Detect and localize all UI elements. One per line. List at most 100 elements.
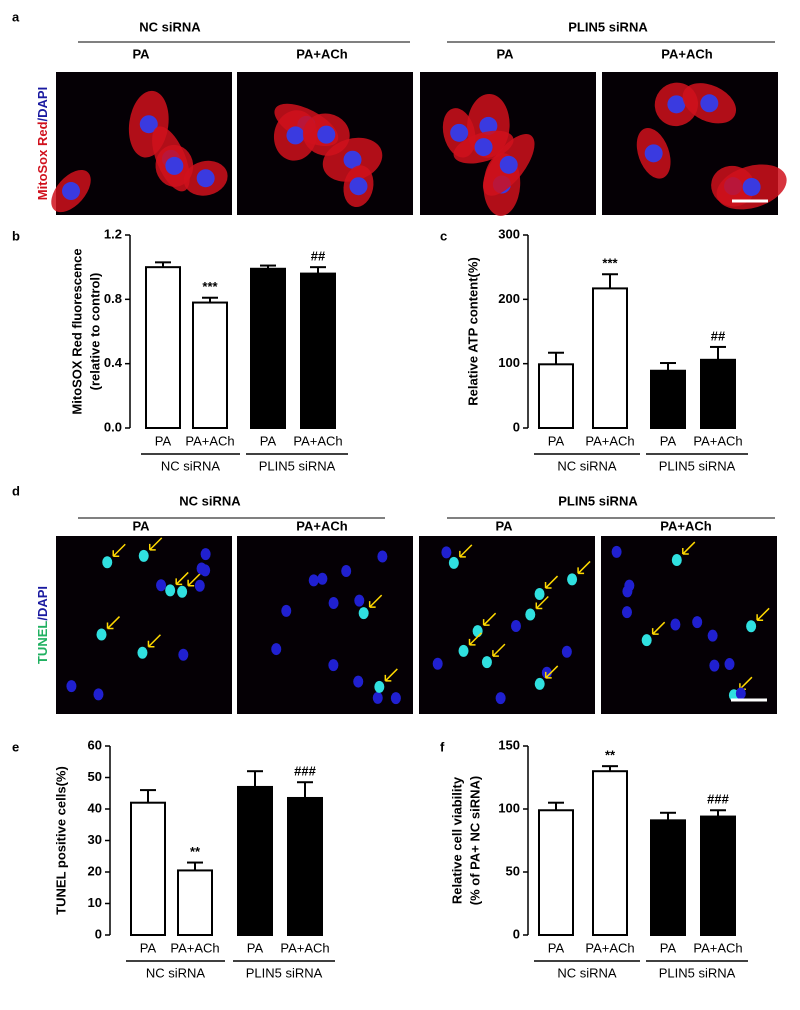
x-tick-label: PA (260, 433, 277, 448)
nucleus (621, 606, 632, 619)
y-tick-label: 0 (513, 419, 520, 434)
y-tick-label: 40 (88, 800, 102, 815)
x-tick-label: PA (155, 433, 172, 448)
nucleus (286, 126, 305, 145)
nucleus (441, 546, 452, 559)
stain-part: /DAPI (35, 586, 50, 621)
nucleus (667, 95, 686, 114)
group-label: PLIN5 siRNA (246, 965, 323, 980)
panel-letter: b (12, 228, 20, 243)
nucleus (644, 144, 663, 163)
y-tick-label: 200 (498, 291, 520, 306)
y-tick-label: 50 (506, 863, 520, 878)
arrow (756, 607, 770, 622)
significance: ### (707, 792, 729, 807)
x-tick-label: PA+ACh (280, 940, 329, 955)
significance: ** (605, 748, 616, 763)
condition-label: PA (495, 518, 513, 533)
nucleus (525, 608, 536, 621)
nucleus (499, 155, 518, 174)
nucleus (692, 616, 703, 629)
bar (287, 796, 323, 936)
y-axis-label: (% of PA+ NC siRNA) (467, 776, 482, 905)
nucleus (707, 629, 718, 642)
arrow (147, 634, 161, 648)
nucleus (561, 645, 572, 658)
x-tick-label: PA+ACh (293, 433, 342, 448)
group-label: PLIN5 siRNA (259, 458, 336, 473)
significance: ### (294, 764, 316, 779)
nucleus (742, 177, 761, 196)
nucleus (671, 554, 682, 567)
nucleus (93, 688, 104, 701)
nucleus (353, 675, 364, 688)
y-tick-label: 0.8 (104, 291, 122, 306)
y-tick-label: 1.2 (104, 226, 122, 241)
bar (145, 266, 181, 429)
nucleus (281, 604, 292, 617)
nucleus (328, 659, 339, 672)
nucleus (709, 659, 720, 672)
panel-letter: f (440, 739, 445, 754)
nucleus (178, 648, 189, 661)
nucleus (156, 579, 167, 592)
panel-letter: a (12, 9, 20, 24)
nucleus (66, 680, 77, 693)
nucleus (165, 584, 176, 597)
y-tick-label: 10 (88, 895, 102, 910)
nucleus (194, 579, 205, 592)
stain-part: TUNEL (35, 621, 50, 664)
nucleus (196, 169, 215, 188)
arrow (368, 594, 383, 608)
nucleus (177, 585, 188, 598)
y-axis-label: Relative cell viability (449, 776, 464, 904)
nucleus (534, 588, 545, 601)
stain-label: MitoSox Red/DAPI (35, 87, 50, 200)
bar (538, 809, 574, 937)
group-label: NC siRNA (557, 965, 617, 980)
bar (700, 358, 736, 430)
stain-part: /DAPI (35, 87, 50, 122)
nucleus (200, 548, 211, 561)
y-axis-label: MitoSOX Red fluorescence (69, 248, 84, 414)
y-tick-label: 100 (498, 355, 520, 370)
y-axis-label: (relative to control) (87, 273, 102, 391)
arrow (175, 571, 189, 586)
nucleus (341, 565, 352, 578)
nucleus (479, 116, 498, 135)
nucleus (358, 607, 369, 620)
stain-label: TUNEL/DAPI (35, 586, 50, 664)
arrow (112, 543, 126, 558)
y-tick-label: 0.0 (104, 419, 122, 434)
group-label: PLIN5 siRNA (659, 458, 736, 473)
condition-label: PA (496, 46, 514, 61)
condition-label: PA+ACh (660, 518, 711, 533)
nucleus (328, 597, 339, 610)
x-tick-label: PA+ACh (585, 940, 634, 955)
nucleus (670, 618, 681, 631)
condition-label: PA (132, 518, 150, 533)
bar (130, 801, 166, 937)
arrow (459, 544, 473, 558)
arrow (682, 541, 696, 555)
condition-label: PA+ACh (296, 518, 347, 533)
nucleus (137, 646, 148, 659)
bar (700, 815, 736, 936)
y-tick-label: 100 (498, 800, 520, 815)
arrow (651, 621, 666, 635)
panel-letter: d (12, 483, 20, 498)
nucleus (458, 644, 469, 657)
arrow (187, 573, 201, 587)
nucleus (96, 628, 107, 641)
y-axis-label: TUNEL positive cells(%) (53, 766, 68, 915)
bar (650, 369, 686, 430)
y-tick-label: 0 (95, 926, 102, 941)
micrograph (237, 536, 413, 714)
nucleus (611, 545, 622, 558)
arrow (544, 575, 559, 589)
nucleus (374, 680, 385, 693)
group-label: PLIN5 siRNA (659, 965, 736, 980)
nucleus (165, 156, 184, 175)
nucleus (534, 677, 545, 690)
nucleus (510, 619, 521, 632)
